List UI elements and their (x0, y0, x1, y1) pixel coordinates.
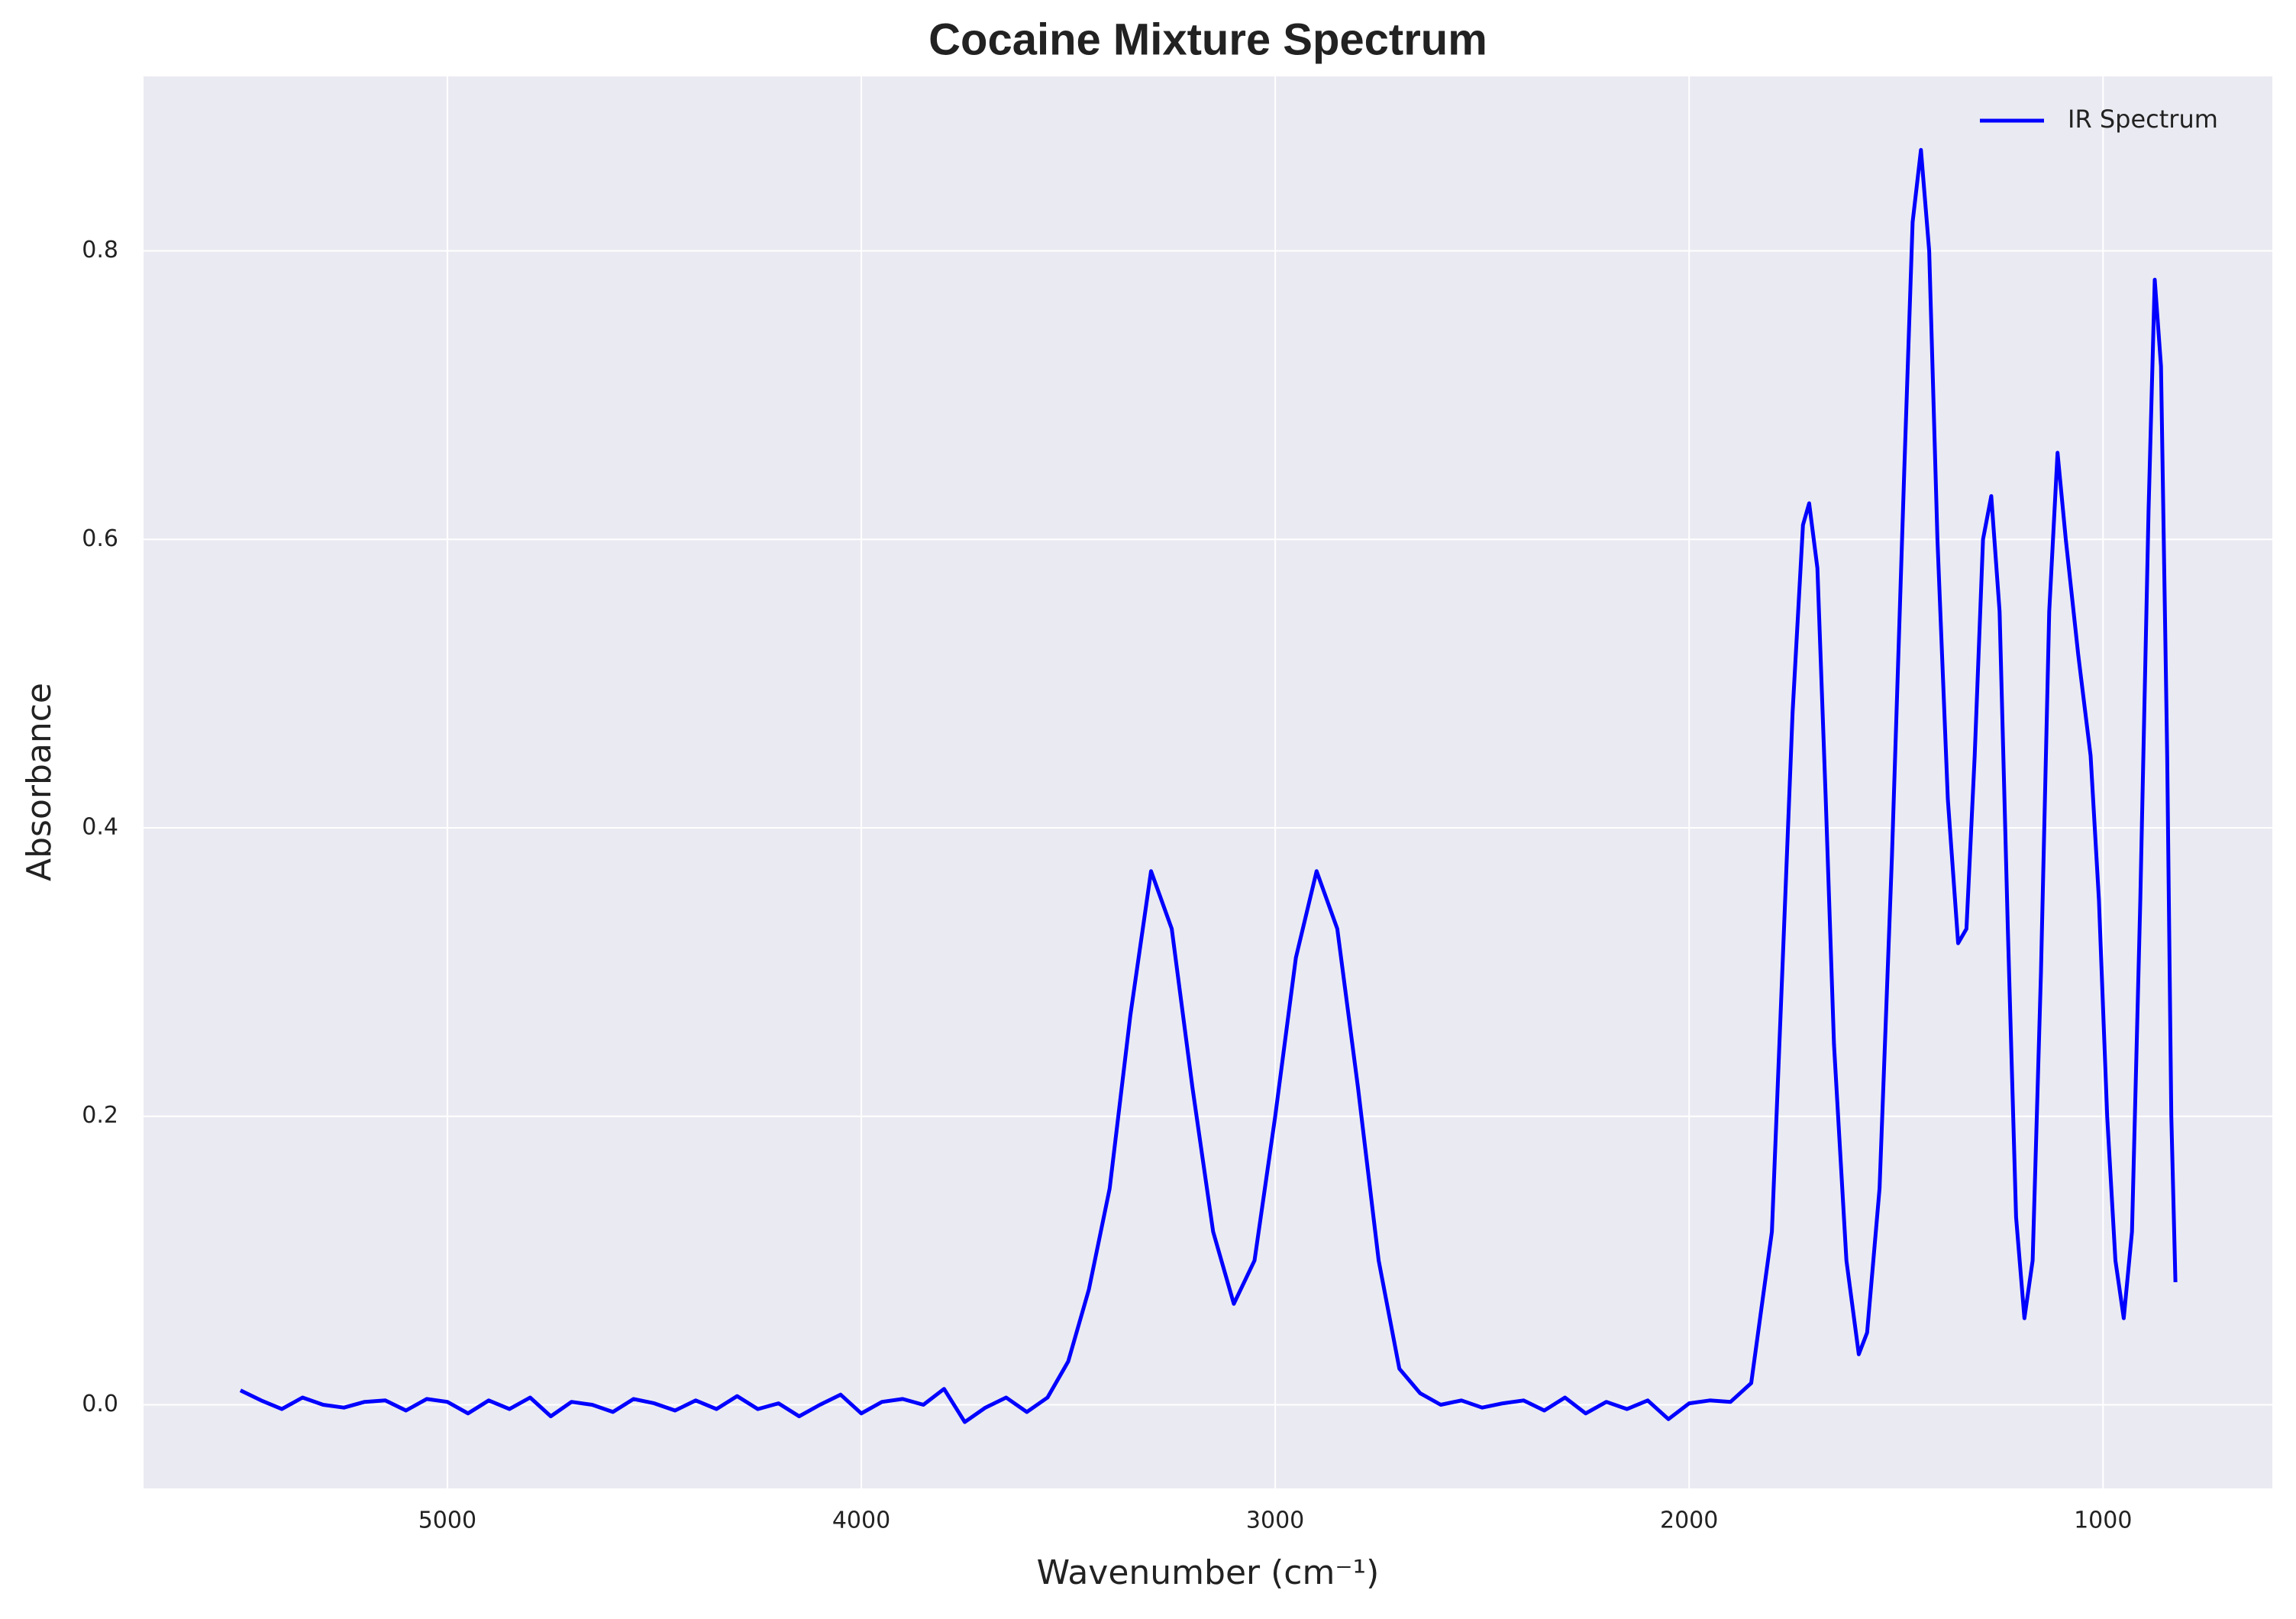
y-tick-label: 0.6 (82, 525, 118, 552)
x-tick-label: 3000 (1246, 1508, 1304, 1534)
y-tick-label: 0.2 (82, 1102, 118, 1129)
x-tick-label: 5000 (418, 1508, 476, 1534)
plot (239, 147, 2178, 1424)
y-tick-label: 0.4 (82, 813, 118, 840)
x-tick-label: 1000 (2074, 1508, 2132, 1534)
y-axis-label: Absorbance (20, 683, 59, 881)
y-tick-label: 0.0 (82, 1391, 118, 1417)
x-axis-label: Wavenumber (cm⁻¹) (1037, 1553, 1380, 1592)
grid: 0.0 0.2 0.4 0.6 0.8 5000 4000 3000 2000 1000 (82, 76, 2272, 1534)
legend: IR Spectrum (1980, 105, 2218, 134)
x-tick-label: 4000 (832, 1508, 890, 1534)
y-tick-label: 0.8 (82, 237, 118, 263)
chart-title: Cocaine Mixture Spectrum (928, 15, 1487, 64)
legend-label: IR Spectrum (2068, 105, 2218, 134)
spectrum-line (239, 147, 2178, 1424)
plot-area (144, 76, 2272, 1488)
x-tick-label: 2000 (1660, 1508, 1718, 1534)
